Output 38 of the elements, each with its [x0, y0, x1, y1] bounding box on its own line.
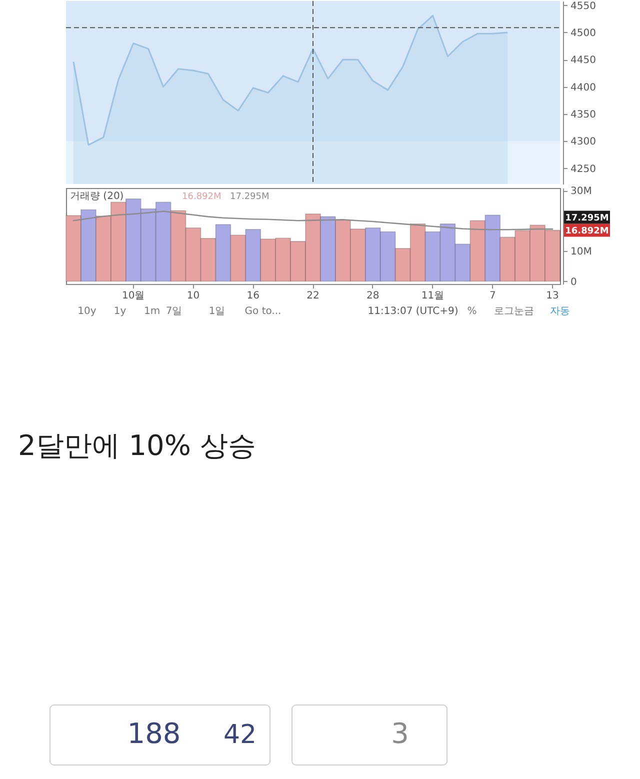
x-tick-label: 16 [246, 290, 260, 302]
y-tick-label: 4500 [570, 28, 596, 39]
y-tick-label: 4550 [570, 0, 596, 12]
y-tick-label: 4350 [570, 109, 596, 120]
x-tick-label: 10월 [122, 290, 145, 302]
text: 1m [144, 306, 160, 317]
y-tick-label: 0 [570, 276, 577, 288]
series-label: 16.892M [182, 192, 222, 202]
text: 1y [114, 306, 126, 317]
x-tick-label: 10 [186, 290, 200, 302]
y-tick-label: 4250 [570, 164, 596, 175]
text: Go to... [244, 306, 282, 317]
text: 188 [127, 717, 181, 750]
text: 42 [223, 720, 257, 750]
y-tick-label: 4300 [570, 136, 596, 148]
y-tick-label: 30M [570, 186, 592, 198]
x-tick-label: 22 [306, 290, 320, 302]
text: 자동 [550, 306, 570, 317]
x-tick-label: 28 [366, 290, 380, 302]
text: 3 [391, 717, 409, 750]
text: 1일 [208, 306, 226, 317]
line-series [72, 210, 554, 230]
text: 7일 [166, 306, 182, 317]
y-tick-label: 4450 [570, 55, 596, 66]
x-tick-label: 13 [546, 290, 559, 302]
text: 10y [78, 306, 96, 317]
text: 2달만에 10% 상승 [18, 429, 256, 462]
x-tick-label: 11월 [421, 290, 444, 302]
x-tick-label: 7 [489, 290, 496, 302]
y-tick-label: 4400 [570, 82, 596, 94]
series-label: 17.295M [230, 192, 270, 202]
text: 17.295M [565, 213, 609, 224]
text: 11:13:07 (UTC+9) [368, 306, 458, 317]
text: 로그눈금 [494, 306, 534, 317]
legend-title: 거래량 (20) [70, 191, 124, 202]
text: 16.892M [565, 226, 609, 236]
y-tick-label: 10M [570, 246, 592, 258]
text: % [467, 306, 477, 317]
